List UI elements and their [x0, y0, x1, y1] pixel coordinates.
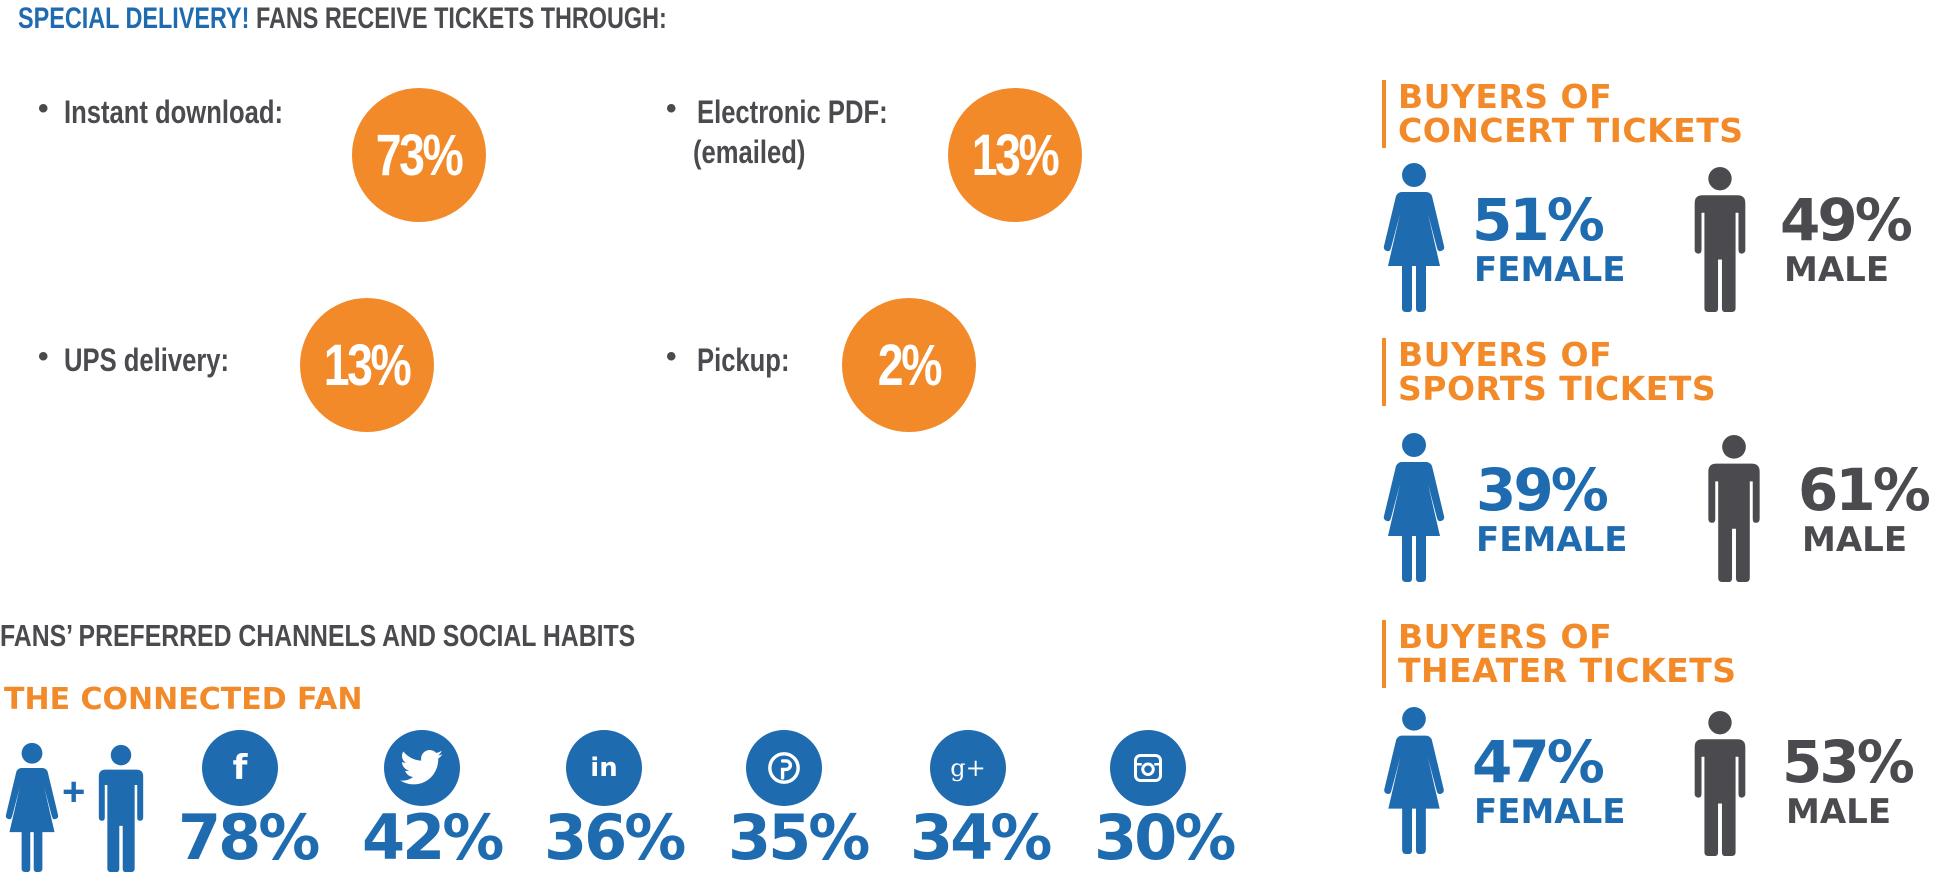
- delivery-percent-value: 13%: [972, 122, 1060, 188]
- facebook-icon: f: [202, 730, 278, 806]
- google-plus-percent: 34%: [910, 801, 1052, 874]
- bullet-icon: •: [38, 340, 49, 373]
- delivery-label: Instant download:: [64, 94, 283, 130]
- plus-sign: +: [62, 770, 86, 814]
- delivery-percent-circle: 13%: [948, 88, 1082, 222]
- connected-fan-heading: THE CONNECTED FAN: [4, 682, 363, 717]
- google-plus-glyph: g+: [950, 754, 986, 782]
- bullet-icon: •: [38, 92, 49, 125]
- delivery-percent-circle: 73%: [352, 88, 486, 222]
- linkedin-glyph: in: [590, 753, 618, 783]
- linkedin-icon: in: [566, 730, 642, 806]
- buyers-title: BUYERS OF CONCERT TICKETS: [1382, 80, 1743, 148]
- delivery-sublabel: (emailed): [693, 134, 806, 170]
- female-icon: [1382, 162, 1446, 312]
- female-icon: [1382, 432, 1446, 582]
- heading-highlight: SPECIAL DELIVERY!: [18, 2, 250, 35]
- delivery-percent-circle: 2%: [842, 298, 976, 432]
- instagram-percent: 30%: [1094, 801, 1236, 874]
- female-percent: 51%: [1472, 186, 1605, 254]
- facebook-glyph: f: [232, 748, 248, 788]
- delivery-percent-value: 13%: [324, 332, 412, 398]
- twitter-bird-icon: [400, 750, 443, 785]
- buyers-theater: BUYERS OF THEATER TICKETS: [1382, 620, 1737, 688]
- bullet-icon: •: [666, 340, 677, 373]
- female-label: FEMALE: [1476, 520, 1628, 560]
- twitter-percent: 42%: [362, 801, 504, 874]
- page-heading: SPECIAL DELIVERY! FANS RECEIVE TICKETS T…: [18, 2, 850, 36]
- buyers-title-line1: BUYERS OF: [1398, 77, 1613, 116]
- buyers-title-line2: SPORTS TICKETS: [1398, 369, 1717, 408]
- male-label: MALE: [1802, 520, 1908, 560]
- delivery-percent-value: 73%: [376, 122, 464, 188]
- male-percent: 49%: [1780, 186, 1913, 254]
- male-icon: [1692, 710, 1748, 856]
- delivery-percent-circle: 13%: [300, 298, 434, 432]
- linkedin-percent: 36%: [544, 801, 686, 874]
- male-icon: [96, 744, 146, 872]
- male-icon: [1692, 166, 1748, 312]
- male-percent: 53%: [1782, 728, 1915, 796]
- twitter-icon: [384, 730, 460, 806]
- buyers-title: BUYERS OF THEATER TICKETS: [1382, 620, 1737, 688]
- buyers-concert: BUYERS OF CONCERT TICKETS: [1382, 80, 1743, 148]
- female-label: FEMALE: [1474, 250, 1626, 290]
- instagram-icon: [1110, 730, 1186, 806]
- facebook-percent: 78%: [178, 801, 320, 874]
- buyers-title-line1: BUYERS OF: [1398, 617, 1613, 656]
- male-label: MALE: [1786, 792, 1892, 832]
- pinterest-p-icon: [768, 752, 800, 784]
- male-label: MALE: [1784, 250, 1890, 290]
- buyers-sports: BUYERS OF SPORTS TICKETS: [1382, 338, 1716, 406]
- social-heading-text: FANS’ PREFERRED CHANNELS AND SOCIAL HABI…: [0, 618, 636, 653]
- google-plus-icon: g+: [930, 730, 1006, 806]
- female-icon: [2, 742, 62, 872]
- pinterest-percent: 35%: [728, 801, 870, 874]
- buyers-title: BUYERS OF SPORTS TICKETS: [1382, 338, 1716, 406]
- buyers-title-line1: BUYERS OF: [1398, 335, 1613, 374]
- instagram-camera-icon: [1134, 754, 1162, 782]
- pinterest-icon: [746, 730, 822, 806]
- delivery-label: Pickup:: [697, 342, 790, 378]
- delivery-label: Electronic PDF:: [697, 94, 888, 130]
- buyers-title-line2: THEATER TICKETS: [1398, 651, 1737, 690]
- delivery-percent-value: 2%: [877, 332, 943, 398]
- female-percent: 47%: [1472, 728, 1605, 796]
- heading-rest: FANS RECEIVE TICKETS THROUGH:: [255, 2, 667, 35]
- delivery-label: UPS delivery:: [64, 342, 230, 378]
- male-percent: 61%: [1798, 456, 1931, 524]
- female-percent: 39%: [1476, 456, 1609, 524]
- bullet-icon: •: [666, 92, 677, 125]
- female-icon: [1382, 706, 1446, 854]
- female-label: FEMALE: [1474, 792, 1626, 832]
- social-heading: FANS’ PREFERRED CHANNELS AND SOCIAL HABI…: [0, 618, 794, 654]
- male-icon: [1706, 434, 1762, 582]
- buyers-title-line2: CONCERT TICKETS: [1398, 111, 1744, 150]
